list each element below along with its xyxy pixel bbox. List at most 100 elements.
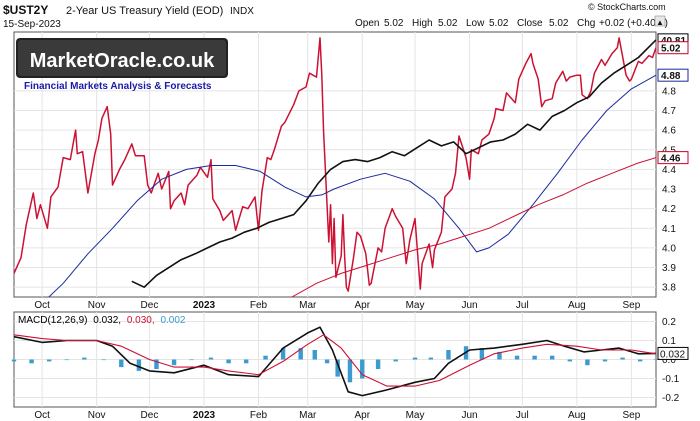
- macd-x-tick-label: Oct: [34, 410, 50, 421]
- quote-open: 5.02: [384, 18, 404, 29]
- price-y-tick-label: 4.3: [662, 185, 676, 196]
- macd-histogram-bar: [602, 359, 608, 362]
- price-x-tick-label: Feb: [250, 300, 268, 311]
- price-y-tick-label: 4.1: [662, 224, 676, 235]
- chart-symbol: $UST2Y: [3, 3, 48, 17]
- macd-histogram-bar: [298, 348, 303, 360]
- price-value-label-text: 4.46: [661, 154, 681, 165]
- price-value-label-text: 5.02: [661, 44, 681, 55]
- macd-value-label-box: [657, 346, 689, 360]
- price-y-tick-label: 4.7: [662, 106, 676, 117]
- macd-histogram-bar: [360, 359, 365, 379]
- macd-x-tick-label: Jun: [461, 410, 477, 421]
- macd-histogram-bar: [567, 359, 573, 362]
- macd-value-label-text: 0.032: [660, 349, 685, 360]
- macd-histogram-bar: [497, 351, 502, 360]
- macd-histogram-bar: [532, 355, 537, 360]
- quote-low: 5.02: [489, 18, 509, 29]
- quote-chg-label: Chg: [577, 18, 595, 29]
- macd-legend-macd: 0.032,: [93, 315, 121, 326]
- price-value-label-text: 4.88: [661, 71, 681, 82]
- macd-histogram-bar: [243, 359, 249, 364]
- macd-signal-line: [13, 334, 657, 387]
- macd-legend-histogram: 0.002: [160, 315, 185, 326]
- price-y-tick-label: 4.4: [662, 165, 676, 176]
- price-value-label-box: [657, 151, 689, 165]
- macd-legend-signal: 0.030,: [127, 315, 155, 326]
- chart-date: 15-Sep-2023: [3, 19, 61, 30]
- macd-histogram-bar: [29, 359, 34, 364]
- price-y-tick-label: 4.6: [662, 126, 676, 137]
- price-value-label: 5.02: [657, 41, 689, 55]
- macd-histogram-bar: [226, 359, 231, 364]
- macd-histogram-bar: [637, 359, 643, 362]
- macd-histogram-bar: [64, 359, 69, 361]
- macd-x-tick-label: Jul: [516, 410, 529, 421]
- price-x-tick-label: May: [406, 300, 425, 311]
- macd-histogram-bar: [189, 359, 194, 361]
- macd-y-tick-label: 0.1: [662, 336, 676, 347]
- price-x-tick-label: Apr: [354, 300, 370, 311]
- price-x-tick-label: Mar: [299, 300, 317, 311]
- price-y-tick-label: 4.0: [662, 243, 676, 254]
- macd-histogram-bar: [479, 348, 485, 360]
- macd-histogram-bar: [101, 359, 106, 361]
- macd-y-tick-label: 0.0: [662, 355, 676, 366]
- macd-x-tick-label: Dec: [141, 410, 159, 421]
- price-y-tick-label: 4.5: [662, 145, 676, 156]
- price-y-tick-label: 3.8: [662, 283, 676, 294]
- logo-subtitle: Financial Markets Analysis & Forecasts: [24, 81, 212, 92]
- watermark: © StockCharts.com: [588, 2, 666, 12]
- settings-toggle-button[interactable]: [654, 15, 666, 27]
- macd-x-tick-label: Apr: [354, 410, 370, 421]
- macd-histogram-bar: [154, 359, 159, 369]
- macd-x-tick-label: Nov: [88, 410, 106, 421]
- quote-close: 5.02: [549, 18, 569, 29]
- quote-high: 5.02: [438, 18, 458, 29]
- macd-y-tick-label: -0.1: [662, 374, 680, 385]
- macd-x-tick-label: Aug: [568, 410, 586, 421]
- quote-open-label: Open: [355, 18, 379, 29]
- macd-line: [13, 326, 657, 397]
- avg-black-line: [131, 39, 656, 288]
- macd-histogram-bar: [312, 350, 317, 360]
- macd-histogram-bar: [393, 359, 398, 362]
- macd-x-tick-label: Mar: [299, 410, 317, 421]
- macd-y-tick-label: -0.2: [662, 393, 680, 404]
- quote-low-label: Low: [466, 18, 485, 29]
- chart-exchange: INDX: [230, 6, 254, 17]
- macd-x-tick-label: Feb: [250, 410, 268, 421]
- price-value-label: 4.88: [657, 68, 689, 82]
- macd-histogram-bar: [335, 359, 340, 377]
- price-y-tick-label: 4.2: [662, 204, 676, 215]
- macd-histogram-bar: [46, 359, 52, 362]
- macd-histogram-bar: [119, 359, 124, 368]
- quote-high-label: High: [412, 18, 433, 29]
- macd-histogram-bar: [653, 359, 659, 360]
- quote-chg: +0.02 (+0.40%): [599, 18, 668, 29]
- macd-x-tick-label: May: [406, 410, 425, 421]
- avg-red-long-line: [291, 157, 656, 297]
- macd-legend-title: MACD(12,26,9): [18, 315, 87, 326]
- macd-histogram-bar: [263, 355, 268, 360]
- marketoracle-logo: MarketOracle.co.uk Financial Markets Ana…: [16, 38, 228, 92]
- macd-histogram-bar: [11, 359, 17, 362]
- chart-name: 2-Year US Treasury Yield (EOD): [66, 5, 223, 17]
- price-x-tick-label: Jun: [461, 300, 477, 311]
- logo-title: MarketOracle.co.uk: [30, 50, 215, 72]
- macd-histogram-bar: [208, 357, 214, 360]
- macd-histogram-bar: [82, 357, 87, 360]
- macd-x-tick-label: 2023: [193, 410, 216, 421]
- macd-histogram-bar: [514, 355, 520, 360]
- macd-histogram-bar: [428, 357, 434, 360]
- price-x-tick-label: Aug: [568, 300, 586, 311]
- price-y-tick-label: 4.8: [662, 86, 676, 97]
- price-x-tick-label: Jul: [516, 300, 529, 311]
- macd-histogram-bar: [324, 359, 330, 364]
- macd-histogram-bar: [280, 348, 286, 360]
- price-y-tick-label: 3.9: [662, 263, 676, 274]
- avg-blue-line: [48, 74, 656, 297]
- macd-histogram-bar: [585, 359, 590, 366]
- macd-histogram-bar: [171, 359, 177, 366]
